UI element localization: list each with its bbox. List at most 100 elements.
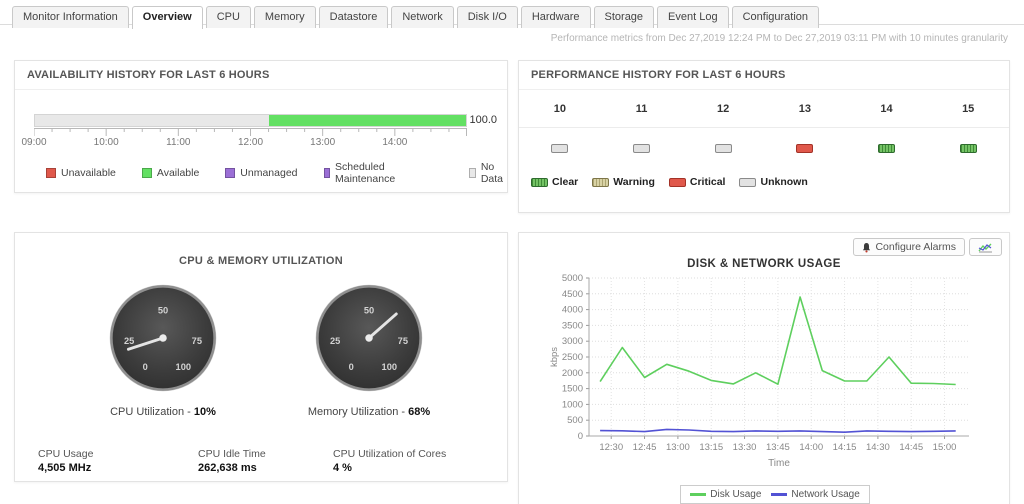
- tab-storage[interactable]: Storage: [593, 6, 655, 28]
- cpu-gauge-needle: [126, 334, 167, 351]
- cpu-cores-utilization-label: CPU Utilization of Cores: [333, 448, 447, 460]
- legend-label: Network Usage: [791, 489, 860, 500]
- y-tick-label: 2500: [562, 352, 583, 363]
- y-tick-label: 3000: [562, 336, 583, 347]
- tab-event-log[interactable]: Event Log: [657, 6, 729, 28]
- x-tick-label: 14:00: [799, 442, 823, 453]
- metrics-granularity-text: Performance metrics from Dec 27,2019 12:…: [550, 33, 1008, 44]
- configure-alarms-label: Configure Alarms: [875, 241, 956, 253]
- availability-legend-item-available: Available: [141, 167, 200, 179]
- status-box-clear: [878, 144, 896, 153]
- chart-view-button[interactable]: [969, 238, 1002, 256]
- legend-label: No Data: [480, 161, 504, 185]
- x-tick-label: 13:15: [699, 442, 723, 453]
- disk-network-panel: Configure Alarms DISK & NETWORK USAGE 0 5…: [518, 232, 1010, 504]
- status-box-clear: [959, 144, 977, 153]
- legend-swatch: [225, 168, 236, 178]
- legend-label: Available: [156, 167, 200, 179]
- cpu-usage-stat: CPU Usage 4,505 MHz: [38, 448, 198, 474]
- gauge-tick-50: 50: [364, 305, 374, 315]
- y-tick-label: 3500: [562, 320, 583, 331]
- availability-legend-item-no-data: No Data: [468, 161, 506, 185]
- tab-configuration[interactable]: Configuration: [731, 6, 820, 28]
- availability-legend: Unavailable Available Unmanaged Scheduled M…: [46, 161, 507, 185]
- status-box-critical: [796, 144, 814, 153]
- performance-hour-11: 11: [635, 103, 648, 115]
- tab-memory[interactable]: Memory: [253, 6, 316, 28]
- availability-legend-item-scheduled-maintenance: Scheduled Maintenance: [323, 161, 399, 185]
- y-tick-label: 1000: [562, 399, 583, 410]
- y-tick-label: 1500: [562, 384, 583, 395]
- y-tick-label: 4500: [562, 289, 583, 300]
- tab-overview[interactable]: Overview: [131, 6, 203, 29]
- performance-hour-12: 12: [717, 103, 730, 115]
- memory-gauge-block: 50 25 75 0 100 Memory Utilization - 68%: [279, 283, 459, 418]
- x-tick-label: 14:30: [866, 442, 890, 453]
- chart-legend-box: Disk Usage Network Usage: [680, 485, 870, 504]
- availability-bar: [34, 114, 467, 127]
- bell-icon: [863, 242, 871, 253]
- performance-hour-15: 15: [962, 103, 975, 115]
- cpu-cores-utilization-value: 4 %: [333, 462, 352, 474]
- legend-swatch: [468, 168, 476, 178]
- cpu-idle-time-label: CPU Idle Time: [198, 448, 266, 460]
- cpu-gauge-label: CPU Utilization -: [110, 406, 194, 418]
- tab-cpu[interactable]: CPU: [205, 6, 251, 28]
- status-box-unknown: [714, 144, 732, 153]
- tab-monitor-information[interactable]: Monitor Information: [12, 6, 129, 28]
- performance-legend-item-clear: Clear: [531, 176, 578, 188]
- legend-label: Disk Usage: [710, 489, 762, 500]
- performance-hour-13: 13: [798, 103, 811, 115]
- availability-hour-label: 14:00: [382, 137, 408, 148]
- configure-alarms-button[interactable]: Configure Alarms: [853, 238, 965, 256]
- chart-legend: Disk Usage Network Usage: [545, 485, 1005, 504]
- performance-status-cell-11: [601, 140, 683, 158]
- legend-swatch: [141, 168, 152, 178]
- tab-network[interactable]: Network: [391, 6, 454, 28]
- performance-hour-10: 10: [553, 103, 566, 115]
- legend-label: Unmanaged: [240, 167, 298, 179]
- x-tick-label: 14:45: [899, 442, 923, 453]
- availability-hour-label: 10:00: [93, 137, 119, 148]
- memory-gauge-value: 68%: [408, 406, 431, 418]
- performance-legend-item-unknown: Unknown: [739, 176, 808, 188]
- legend-line-swatch: [690, 493, 707, 496]
- y-tick-label: 5000: [562, 273, 583, 284]
- chart-legend-item-network-usage[interactable]: Network Usage: [771, 489, 860, 500]
- performance-divider: [519, 127, 1009, 128]
- performance-status-cell-10: [519, 140, 601, 158]
- cpu-utilization-gauge: 50 25 75 0 100: [109, 284, 217, 392]
- legend-status-box-critical: [668, 177, 686, 187]
- performance-hour-labels: 10 11 12 13 14 15: [519, 90, 1009, 115]
- performance-status-boxes: [519, 128, 1009, 158]
- series-line-disk-usage: [599, 296, 956, 386]
- status-box-unknown: [633, 144, 650, 153]
- gauge-tick-100: 100: [382, 362, 398, 372]
- performance-status-cell-14: [846, 140, 928, 158]
- gauge-tick-0: 0: [143, 362, 148, 372]
- x-tick-label: 15:00: [933, 442, 957, 453]
- availability-axis-labels: 09:00 10:00 11:00 12:00 13:00 14:00: [21, 137, 467, 151]
- tab-datastore[interactable]: Datastore: [318, 6, 389, 28]
- performance-hour-14: 14: [880, 103, 893, 115]
- disk-network-chart-title: DISK & NETWORK USAGE: [687, 258, 841, 270]
- availability-segment-no-data: [35, 115, 269, 126]
- x-tick-label: 14:15: [833, 442, 857, 453]
- legend-status-box-unknown: [739, 177, 757, 187]
- cpu-gauge-block: 50 25 75 0 100 CPU Utilization - 10%: [73, 283, 253, 418]
- gauge-tick-0: 0: [349, 362, 354, 372]
- cpu-usage-label: CPU Usage: [38, 448, 94, 460]
- availability-legend-item-unavailable: Unavailable: [46, 167, 116, 179]
- chart-legend-item-disk-usage[interactable]: Disk Usage: [690, 489, 761, 500]
- memory-gauge-label: Memory Utilization -: [307, 406, 409, 418]
- legend-status-box-warning: [592, 177, 610, 187]
- y-tick-label: 500: [567, 415, 583, 426]
- availability-segment-available: [268, 115, 466, 126]
- y-tick-label: 2000: [562, 368, 583, 379]
- legend-label: Unavailable: [61, 167, 116, 179]
- cpu-idle-time-value: 262,638 ms: [198, 462, 257, 474]
- tab-disk-i-o[interactable]: Disk I/O: [456, 6, 518, 28]
- legend-label: Scheduled Maintenance: [335, 161, 396, 185]
- tab-hardware[interactable]: Hardware: [520, 6, 591, 28]
- memory-gauge-caption: Memory Utilization - 68%: [279, 406, 459, 418]
